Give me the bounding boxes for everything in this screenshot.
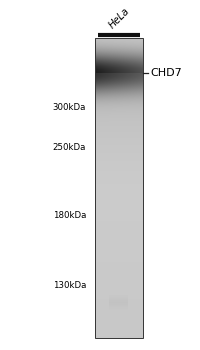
Text: 250kDa: 250kDa <box>53 144 86 153</box>
Text: CHD7: CHD7 <box>150 68 182 78</box>
Bar <box>95 38 143 338</box>
Text: 300kDa: 300kDa <box>53 104 86 112</box>
Text: 130kDa: 130kDa <box>53 280 86 289</box>
Text: 180kDa: 180kDa <box>53 210 86 219</box>
Text: HeLa: HeLa <box>107 6 131 30</box>
